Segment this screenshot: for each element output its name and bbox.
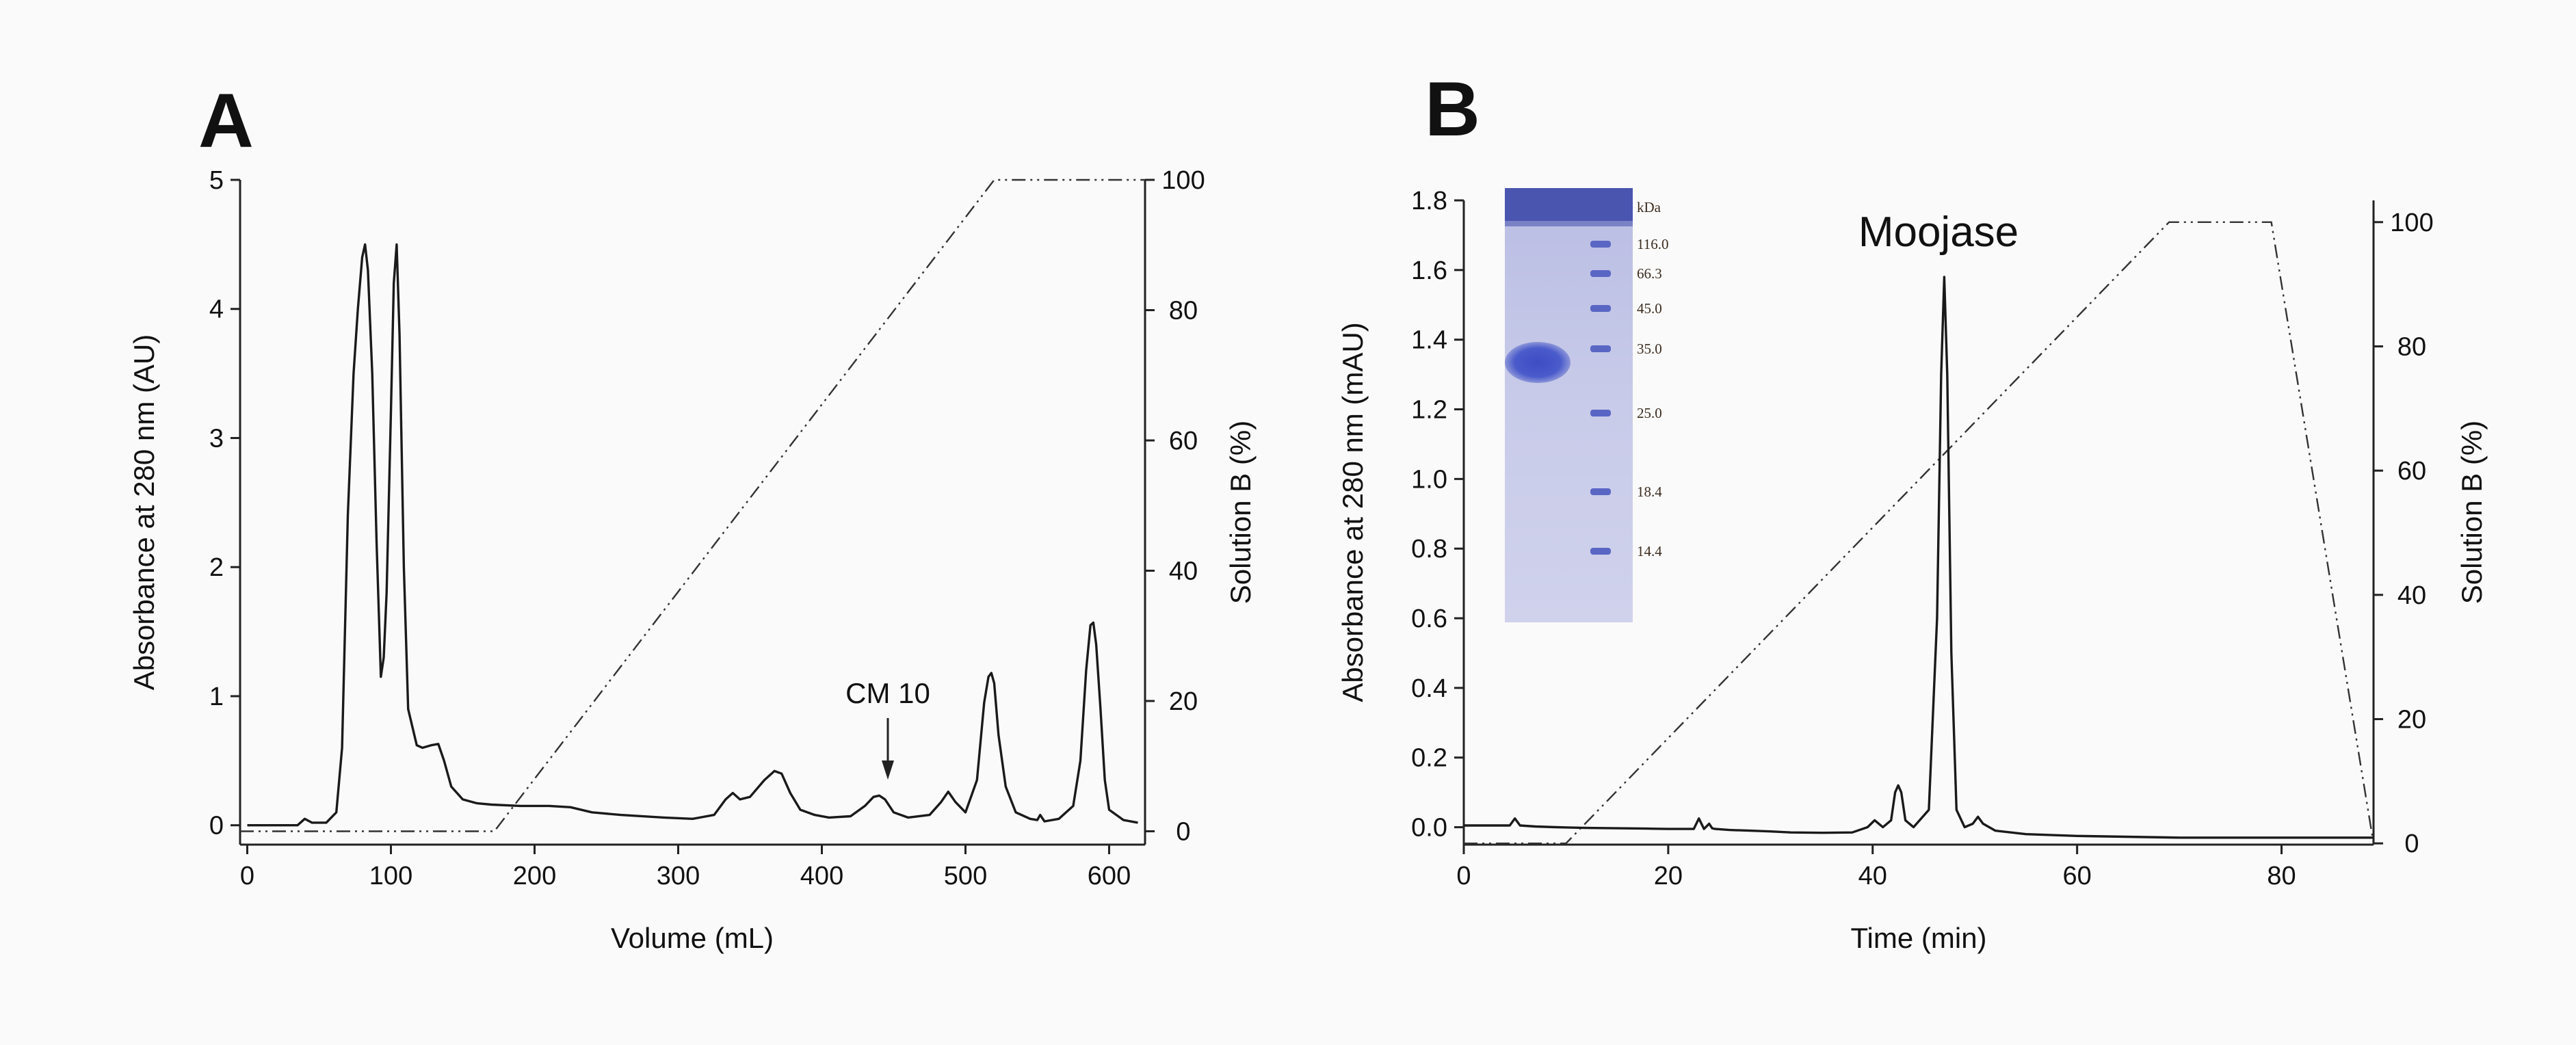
ladder-band [1590, 270, 1611, 277]
gel-marker-label: 66.3 [1637, 265, 1662, 282]
gel-kda-label: kDa [1637, 199, 1661, 215]
y-tick-label: 5 [209, 166, 224, 195]
y2-tick-label: 100 [1161, 166, 1205, 195]
panel-b-x-axis-title: Time (min) [1850, 922, 1986, 954]
y-tick-label: 3 [209, 424, 224, 453]
x-tick-label: 100 [369, 862, 412, 890]
gel-well-band [1505, 188, 1633, 221]
y-tick-label: 1 [209, 683, 224, 711]
panel-b-x-ticks: 0 20 40 60 80 [1456, 845, 2296, 890]
panel-a-x-ticks: 0 100 200 300 400 500 600 [240, 845, 1131, 890]
panel-a-y-axis-title: Absorbance at 280 nm (AU) [128, 334, 160, 691]
panel-a: A 0 100 200 300 400 500 600 0 1 2 3 4 5 0 20 40 60 80 10… [128, 78, 1257, 954]
y2-tick-label: 20 [2397, 706, 2426, 735]
panel-a-solution-b-gradient [240, 178, 1145, 832]
y-tick-label: 0.0 [1411, 814, 1447, 843]
panel-a-absorbance-trace [247, 243, 1138, 827]
y2-tick-label: 80 [1169, 296, 1198, 325]
ladder-band [1590, 241, 1611, 248]
x-tick-label: 0 [1456, 862, 1471, 890]
x-tick-label: 300 [657, 862, 700, 890]
y-tick-label: 1.8 [1411, 187, 1447, 215]
gel-marker-label: 18.4 [1637, 484, 1662, 500]
panel-a-letter: A [198, 78, 254, 163]
gel-body [1505, 188, 1633, 622]
y2-tick-label: 80 [2397, 332, 2426, 361]
gel-marker-label: 25.0 [1637, 405, 1662, 421]
ladder-band [1590, 345, 1611, 352]
y-tick-label: 0.2 [1411, 744, 1447, 773]
y2-tick-label: 20 [1169, 687, 1198, 716]
cm10-label: CM 10 [845, 677, 930, 709]
ladder-band [1590, 548, 1611, 555]
x-tick-label: 40 [1858, 862, 1887, 890]
panel-b-solution-b-gradient [1464, 221, 2375, 845]
gel-marker-label: 35.0 [1637, 341, 1662, 357]
y2-tick-label: 60 [1169, 427, 1198, 455]
ladder-band [1590, 410, 1611, 416]
y-tick-label: 0.6 [1411, 605, 1447, 633]
x-tick-label: 200 [513, 862, 556, 890]
x-tick-label: 400 [800, 862, 843, 890]
y-tick-label: 0 [209, 812, 224, 841]
y2-tick-label: 100 [2390, 209, 2433, 237]
x-tick-label: 60 [2062, 862, 2091, 890]
y-tick-label: 1.0 [1411, 465, 1447, 494]
x-tick-label: 20 [1654, 862, 1683, 890]
x-tick-label: 600 [1088, 862, 1131, 890]
ladder-band [1590, 488, 1611, 495]
cm10-arrow-head [882, 760, 894, 780]
x-tick-label: 500 [944, 862, 987, 890]
panel-a-y2-ticks: 0 20 40 60 80 100 [1145, 166, 1205, 846]
moojase-label: Moojase [1858, 209, 2019, 256]
gel-marker-label: 116.0 [1637, 236, 1668, 252]
panel-b: B 0 20 40 60 80 0.0 0.2 0.4 0.6 0.8 1.0 1.2 1.4 1.6 1… [1337, 66, 2488, 954]
y-tick-label: 2 [209, 553, 224, 582]
y-tick-label: 1.4 [1411, 326, 1447, 355]
panel-b-y-axis-title: Absorbance at 280 nm (mAU) [1337, 322, 1369, 702]
panel-b-letter: B [1425, 66, 1480, 152]
y-tick-label: 1.6 [1411, 256, 1447, 285]
panel-b-axes [1462, 200, 2375, 846]
y2-tick-label: 60 [2397, 457, 2426, 486]
y2-tick-label: 0 [2404, 830, 2419, 858]
gel-marker-ladder [1590, 241, 1611, 555]
sds-page-gel-inset: kDa 116.0 66.3 45.0 35.0 25.0 18.4 14.4 [1505, 188, 1668, 622]
panel-b-y-ticks: 0.0 0.2 0.4 0.6 0.8 1.0 1.2 1.4 1.6 1.8 [1411, 187, 1464, 843]
x-tick-label: 80 [2267, 862, 2296, 890]
y2-tick-label: 40 [2397, 581, 2426, 610]
panel-b-y2-axis-title: Solution B (%) [2456, 421, 2488, 604]
panel-a-y2-axis-title: Solution B (%) [1224, 421, 1257, 604]
panel-a-cm10-annotation: CM 10 [845, 677, 930, 780]
ladder-band [1590, 305, 1611, 312]
y-tick-label: 0.4 [1411, 674, 1447, 703]
y2-tick-label: 40 [1169, 557, 1198, 585]
gel-well-edge [1505, 221, 1633, 226]
y-tick-label: 4 [209, 295, 224, 324]
panel-a-x-axis-title: Volume (mL) [611, 922, 774, 954]
y-tick-label: 1.2 [1411, 396, 1447, 425]
gel-marker-labels: 116.0 66.3 45.0 35.0 25.0 18.4 14.4 [1637, 236, 1668, 559]
panel-b-absorbance-trace [1464, 276, 2374, 839]
gel-marker-label: 45.0 [1637, 300, 1662, 317]
moojase-gel-band [1505, 342, 1570, 383]
panel-a-y-ticks: 0 1 2 3 4 5 [209, 166, 240, 841]
y2-tick-label: 0 [1176, 817, 1190, 846]
gel-marker-label: 14.4 [1637, 543, 1662, 559]
x-tick-label: 0 [240, 862, 254, 890]
y-tick-label: 0.8 [1411, 535, 1447, 564]
panel-b-y2-ticks: 0 20 40 60 80 100 [2374, 209, 2434, 858]
